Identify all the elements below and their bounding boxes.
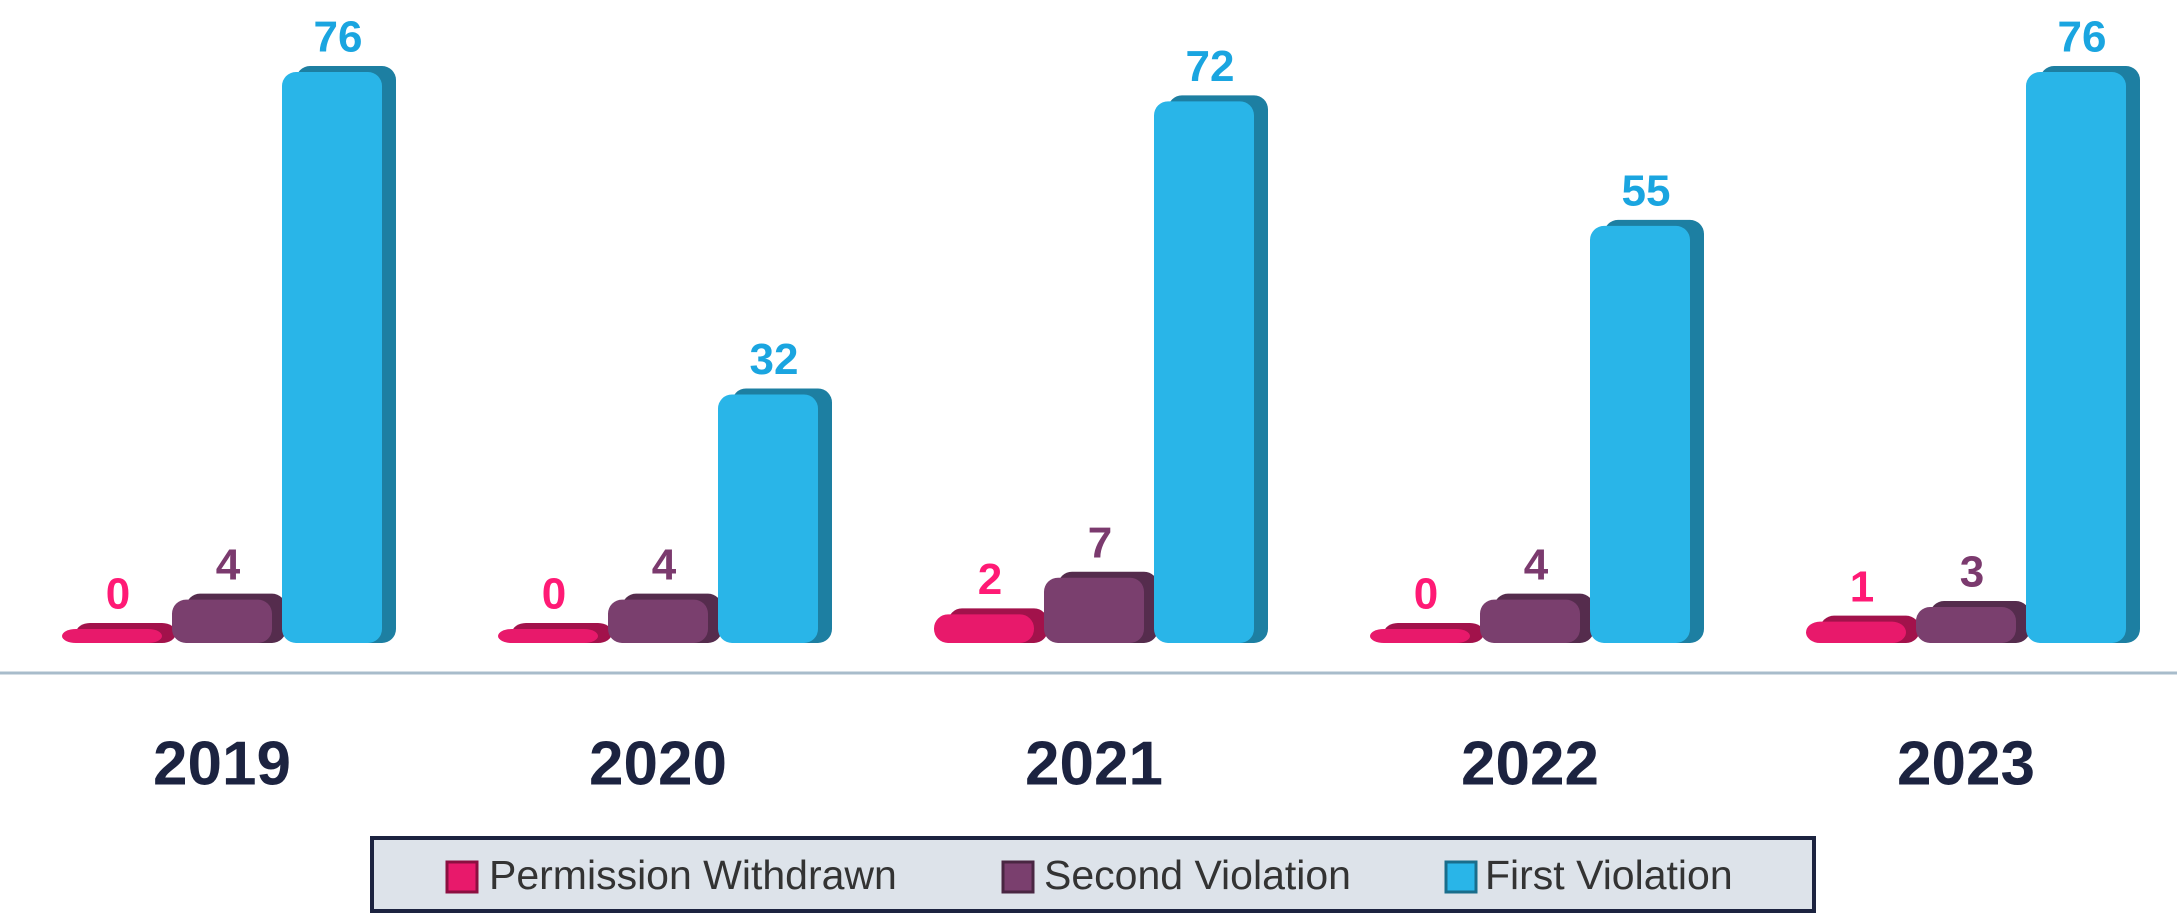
bar	[1370, 629, 1470, 643]
bar	[62, 629, 162, 643]
value-label: 0	[106, 570, 130, 619]
bar	[1916, 607, 2016, 643]
value-label: 7	[1088, 518, 1112, 567]
bar	[2026, 72, 2126, 643]
bar	[1480, 599, 1580, 643]
legend-label: Permission Withdrawn	[489, 852, 897, 898]
legend-box	[370, 836, 1816, 913]
bar	[1154, 101, 1254, 643]
value-label: 76	[314, 13, 363, 62]
bar	[934, 614, 1034, 643]
bar	[608, 599, 708, 643]
value-label: 76	[2058, 13, 2107, 62]
bar	[1044, 577, 1144, 643]
value-label: 72	[1186, 42, 1235, 91]
bar	[172, 599, 272, 643]
value-label: 55	[1622, 167, 1671, 216]
value-label: 0	[542, 570, 566, 619]
legend-swatch	[1444, 860, 1478, 894]
value-label: 4	[216, 540, 241, 589]
x-tick-label: 2021	[1025, 729, 1163, 798]
bar	[1590, 225, 1690, 643]
legend-swatch	[1001, 860, 1035, 894]
value-label: 0	[1414, 570, 1438, 619]
bar	[282, 72, 382, 643]
x-tick-label: 2022	[1461, 729, 1599, 798]
value-label: 3	[1960, 548, 1984, 597]
bar	[498, 629, 598, 643]
bar	[718, 394, 818, 643]
value-label: 32	[750, 335, 799, 384]
value-label: 1	[1850, 562, 1874, 611]
value-label: 4	[1524, 540, 1549, 589]
legend-swatch	[445, 860, 479, 894]
x-tick-label: 2019	[153, 729, 291, 798]
legend-label: Second Violation	[1044, 852, 1351, 898]
bar	[1806, 621, 1906, 643]
legend-label: First Violation	[1485, 852, 1733, 898]
value-label: 2	[978, 555, 1002, 604]
value-label: 4	[652, 540, 677, 589]
x-tick-label: 2020	[589, 729, 727, 798]
x-tick-label: 2023	[1897, 729, 2035, 798]
